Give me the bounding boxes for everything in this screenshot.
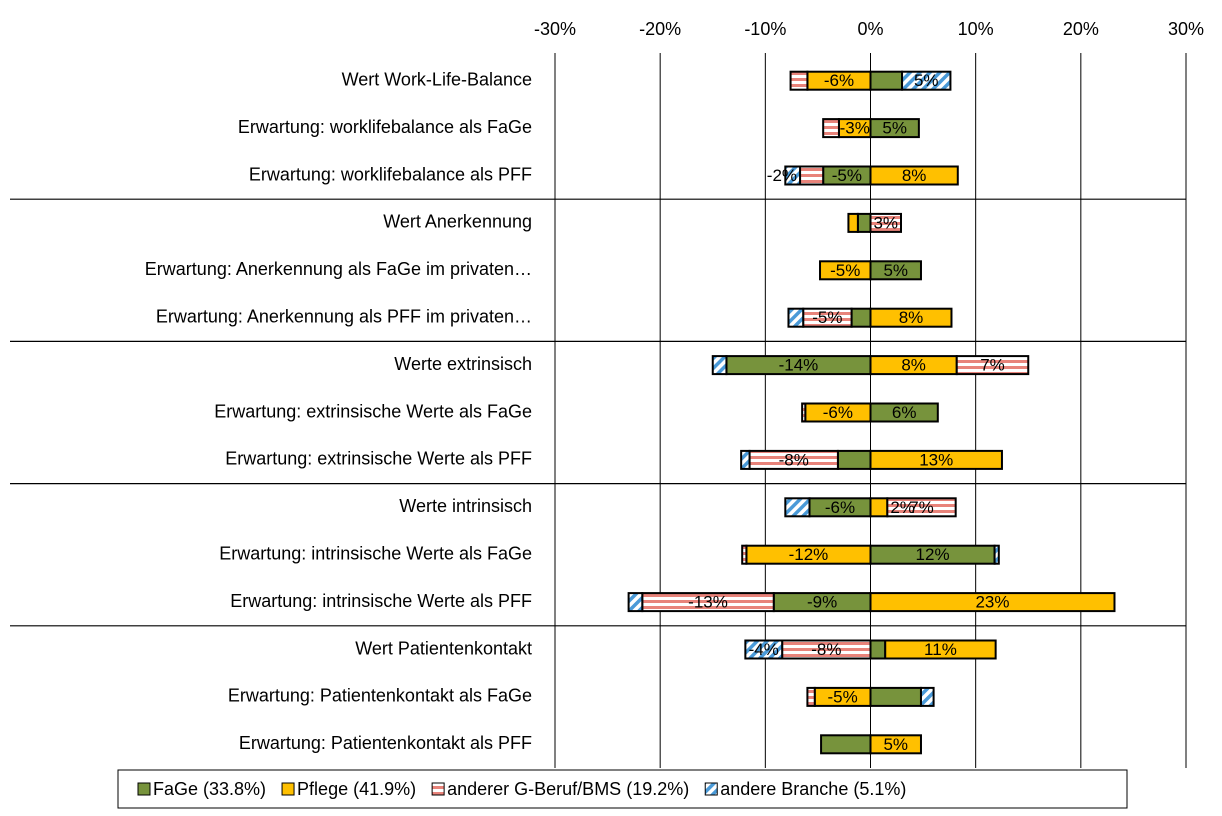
data-label: 3%: [873, 213, 898, 232]
bar-segment: [820, 734, 872, 755]
x-tick-label: -10%: [744, 19, 786, 39]
x-tick-label: 30%: [1168, 19, 1204, 39]
data-label: 7%: [909, 498, 934, 517]
bar-segment: [744, 639, 784, 660]
bar-segment: [869, 449, 1003, 470]
bar-segment: [799, 165, 825, 186]
bar-segment: [806, 686, 816, 707]
legend-swatch: [281, 782, 295, 796]
bar-segment: [850, 307, 872, 328]
legend-label: andere Branche (5.1%): [720, 779, 906, 799]
data-label: -5%: [828, 687, 858, 706]
bar-segment: [627, 592, 644, 613]
bar-segment: [740, 449, 751, 470]
data-label: -8%: [779, 450, 809, 469]
bar-segment: [869, 639, 887, 660]
data-label: -5%: [830, 261, 860, 280]
legend-label: FaGe (33.8%): [153, 779, 266, 799]
legend-swatch: [431, 782, 445, 796]
bar-segment: [789, 70, 809, 91]
bar-segment: [955, 355, 1030, 376]
x-tick-label: 0%: [857, 19, 883, 39]
bar-segment: [869, 734, 922, 755]
bar-segment: [869, 70, 904, 91]
legend-label: Pflege (41.9%): [297, 779, 416, 799]
bar-segment: [784, 165, 802, 186]
bar-segment: [784, 497, 811, 518]
data-label: 8%: [902, 166, 927, 185]
bar-segment: [856, 212, 872, 233]
data-label: -6%: [823, 403, 853, 422]
data-label: 13%: [919, 450, 953, 469]
bar-segment: [869, 307, 953, 328]
category-label: Erwartung: worklifebalance als FaGe: [238, 117, 532, 137]
bar-segment: [822, 118, 840, 139]
bar-segment: [993, 544, 1000, 565]
data-label: 7%: [980, 356, 1005, 375]
category-label: Wert Patientenkontakt: [355, 638, 532, 658]
data-label: -3%: [840, 119, 870, 138]
category-label: Erwartung: extrinsische Werte als FaGe: [214, 401, 532, 421]
bar-segment: [801, 402, 807, 423]
data-label: -6%: [825, 498, 855, 517]
data-label: -13%: [688, 593, 728, 612]
x-tick-label: 20%: [1063, 19, 1099, 39]
x-tick-label: 10%: [958, 19, 994, 39]
data-label: 5%: [883, 735, 908, 754]
category-label: Erwartung: Patientenkontakt als FaGe: [228, 686, 532, 706]
data-label: 23%: [975, 593, 1009, 612]
data-label: 6%: [892, 403, 917, 422]
data-label: -5%: [832, 166, 862, 185]
bar-segment: [711, 355, 728, 376]
data-label: -8%: [811, 640, 841, 659]
bar-segment: [847, 212, 859, 233]
data-label: 5%: [883, 261, 908, 280]
category-label: Werte intrinsisch: [399, 496, 532, 516]
bar-segment: [901, 70, 952, 91]
data-label: -5%: [812, 308, 842, 327]
category-label: Erwartung: Anerkennung als FaGe im priva…: [145, 259, 532, 279]
data-label: 5%: [882, 119, 907, 138]
category-label: Wert Work-Life-Balance: [342, 69, 532, 89]
bar-segment: [869, 165, 959, 186]
x-tick-label: -30%: [534, 19, 576, 39]
bar-segment: [919, 686, 935, 707]
bar-segment: [869, 686, 922, 707]
bar-segment: [819, 260, 872, 281]
category-label: Erwartung: Anerkennung als PFF im privat…: [156, 306, 532, 326]
data-label: 11%: [924, 640, 957, 659]
category-label: Erwartung: worklifebalance als PFF: [249, 164, 532, 184]
data-label: -9%: [807, 593, 837, 612]
bar-segment: [869, 212, 902, 233]
data-label: -12%: [789, 545, 829, 564]
data-label: 8%: [901, 356, 926, 375]
data-label: -2%: [767, 166, 797, 185]
category-label: Wert Anerkennung: [383, 212, 532, 232]
x-tick-label: -20%: [639, 19, 681, 39]
bar-segment: [836, 449, 872, 470]
data-label: -4%: [749, 640, 779, 659]
bar-segment: [884, 639, 997, 660]
bar-segment: [787, 307, 805, 328]
bar-segment: [869, 592, 1116, 613]
category-label: Werte extrinsisch: [394, 354, 532, 374]
data-label: -6%: [824, 71, 854, 90]
data-label: 12%: [916, 545, 950, 564]
data-label: 8%: [899, 308, 924, 327]
legend-label: anderer G-Beruf/BMS (19.2%): [447, 779, 689, 799]
legend-swatch: [704, 782, 718, 796]
bar-segment: [869, 497, 889, 518]
bar-segment: [886, 497, 957, 518]
data-label: 2%: [890, 498, 915, 517]
category-label: Erwartung: intrinsische Werte als PFF: [230, 591, 532, 611]
category-label: Erwartung: Patientenkontakt als PFF: [239, 733, 532, 753]
category-label: Erwartung: extrinsische Werte als PFF: [225, 449, 532, 469]
legend-swatch: [137, 782, 151, 796]
category-label: Erwartung: intrinsische Werte als FaGe: [219, 543, 532, 563]
data-label: -14%: [779, 356, 819, 375]
data-label: 5%: [914, 71, 939, 90]
legend-box: [117, 769, 1128, 809]
bar-segment: [741, 544, 748, 565]
